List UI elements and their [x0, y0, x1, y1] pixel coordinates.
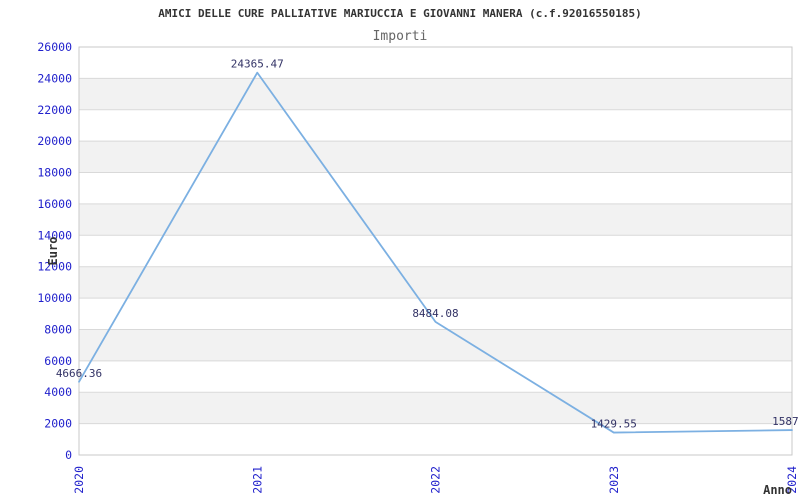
y-tick-label: 10000 — [37, 291, 72, 305]
y-tick-label: 8000 — [44, 322, 72, 336]
chart-title: AMICI DELLE CURE PALLIATIVE MARIUCCIA E … — [158, 7, 642, 20]
data-line-importi — [78, 71, 793, 434]
plot-border — [78, 46, 793, 456]
x-tick-label: 2024 — [785, 466, 799, 494]
point-value-label: 8484.08 — [412, 307, 458, 320]
x-tick-label: 2022 — [429, 466, 443, 494]
y-tick-label: 14000 — [37, 228, 72, 242]
point-value-label: 24365.47 — [231, 58, 284, 71]
y-tick-label: 18000 — [37, 166, 72, 180]
y-tick-label: 16000 — [37, 197, 72, 211]
point-value-label: 1587.6 — [772, 415, 800, 428]
y-tick-label: 2000 — [44, 417, 72, 431]
plot-band-stripe — [79, 266, 792, 299]
x-tick-label: 2020 — [72, 466, 86, 494]
y-tick-label: 6000 — [44, 354, 72, 368]
y-tick-label: 12000 — [37, 260, 72, 274]
plot-band-stripe — [79, 203, 792, 236]
point-value-label: 1429.55 — [591, 418, 637, 431]
plot-band-stripe — [79, 329, 792, 361]
point-value-label: 4666.36 — [56, 367, 102, 380]
x-tick-label: 2023 — [607, 466, 621, 494]
chart-subtitle: Importi — [372, 29, 428, 44]
x-tick-label: 2021 — [250, 466, 264, 494]
y-axis-title: Euro — [46, 237, 60, 266]
plot-band-stripe — [79, 392, 792, 424]
y-tick-label: 24000 — [37, 71, 72, 85]
y-tick-label: 4000 — [44, 385, 72, 399]
plot-band-stripe — [79, 141, 792, 173]
y-tick-label: 22000 — [37, 103, 72, 117]
y-tick-label: 26000 — [37, 40, 72, 54]
plot-band-stripe — [79, 78, 792, 110]
y-tick-label: 20000 — [37, 134, 72, 148]
y-tick-label: 0 — [65, 448, 72, 462]
x-axis-title: Anno — [763, 483, 792, 497]
